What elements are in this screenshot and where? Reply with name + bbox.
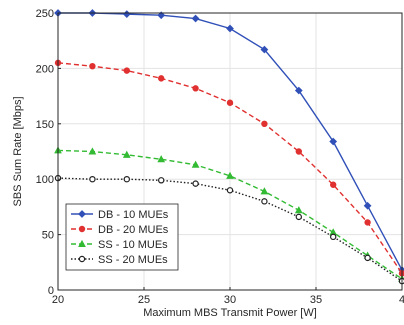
- data-point: [295, 148, 302, 155]
- data-point: [294, 86, 303, 95]
- data-point: [330, 233, 337, 241]
- data-point: [89, 62, 96, 70]
- data-point: [226, 187, 234, 194]
- data-point: [192, 180, 199, 187]
- y-tick-label: 200: [36, 63, 54, 75]
- y-tick-label: 0: [48, 285, 54, 297]
- legend-label: SS - 20 MUEs: [98, 254, 168, 266]
- x-tick-label: 20: [52, 294, 64, 306]
- legend-marker: [78, 210, 86, 218]
- data-point: [364, 254, 371, 262]
- data-point: [191, 14, 200, 23]
- data-point: [226, 171, 234, 179]
- y-tick-label: 50: [42, 230, 54, 242]
- data-point: [226, 24, 234, 33]
- data-point: [261, 198, 268, 205]
- x-tick-label: 35: [310, 294, 322, 306]
- legend-label: SS - 10 MUEs: [98, 239, 168, 251]
- x-tick-label: 4: [399, 294, 404, 306]
- data-point: [157, 11, 166, 20]
- data-point: [157, 155, 166, 163]
- data-point: [261, 120, 268, 127]
- data-point: [89, 175, 96, 183]
- legend-label: DB - 10 MUEs: [98, 209, 169, 221]
- data-point: [191, 160, 200, 168]
- data-point: [364, 219, 371, 226]
- data-point: [157, 177, 165, 184]
- data-point: [260, 187, 269, 195]
- data-point: [122, 150, 131, 158]
- legend-marker: [78, 239, 86, 248]
- legend-marker: [78, 225, 86, 233]
- data-point: [329, 137, 338, 146]
- data-point: [260, 45, 269, 54]
- x-tick-label: 25: [138, 294, 150, 306]
- legend: DB - 10 MUEs DB - 20 MUEs SS - 10 MUEs SS -…: [65, 203, 179, 271]
- data-point: [123, 67, 130, 74]
- data-point: [226, 99, 234, 106]
- data-point: [294, 206, 303, 214]
- data-point: [192, 85, 199, 92]
- data-point: [88, 147, 97, 155]
- y-axis-label: SBS Sum Rate [Mbps]: [12, 96, 24, 206]
- series-2: [54, 59, 404, 277]
- series-line: [57, 149, 403, 280]
- y-tick-label: 150: [36, 119, 54, 131]
- data-point: [123, 175, 131, 183]
- data-point: [157, 75, 165, 82]
- y-tick-label: 250: [36, 8, 54, 20]
- data-point: [330, 181, 337, 188]
- x-axis-label: Maximum MBS Transmit Power [W]: [143, 307, 317, 319]
- x-tick-label: 30: [224, 294, 236, 306]
- data-point: [295, 213, 302, 221]
- data-point: [122, 10, 131, 18]
- y-tick-label: 100: [36, 174, 54, 186]
- data-point: [363, 201, 372, 210]
- legend-marker: [78, 255, 86, 263]
- legend-label: DB - 20 MUEs: [98, 224, 169, 236]
